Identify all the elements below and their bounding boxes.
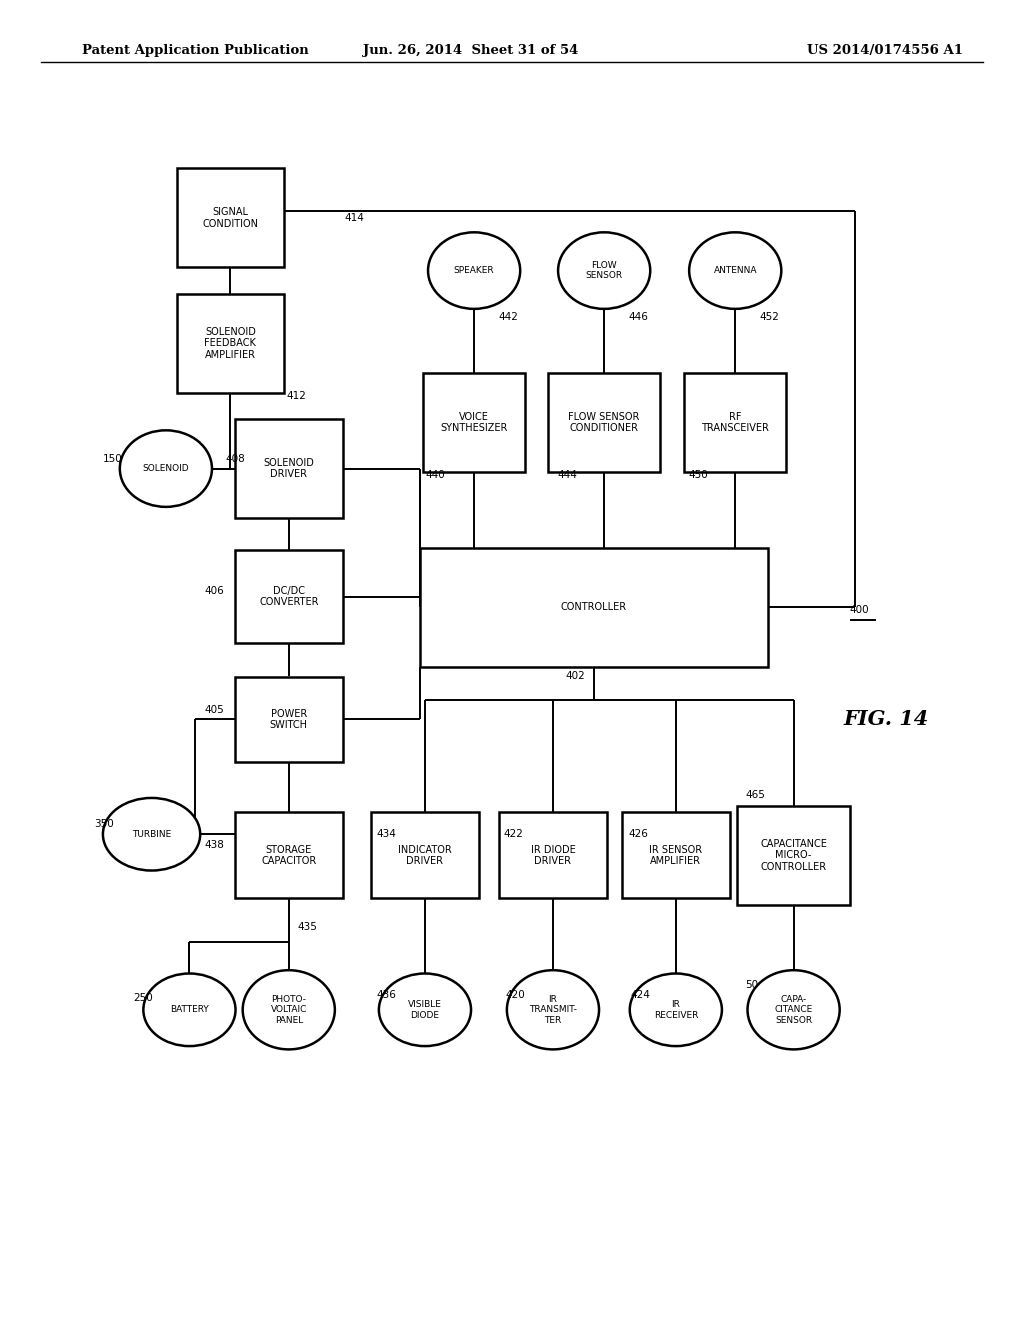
Text: SOLENOID
DRIVER: SOLENOID DRIVER [263,458,314,479]
Text: 402: 402 [565,671,585,681]
Text: PHOTO-
VOLTAIC
PANEL: PHOTO- VOLTAIC PANEL [270,995,307,1024]
Text: SOLENOID
FEEDBACK
AMPLIFIER: SOLENOID FEEDBACK AMPLIFIER [205,326,256,360]
Text: 465: 465 [745,789,765,800]
Text: RF
TRANSCEIVER: RF TRANSCEIVER [701,412,769,433]
Text: 426: 426 [629,829,648,840]
Text: 420: 420 [506,990,525,1001]
FancyBboxPatch shape [234,550,342,643]
Text: IR
RECEIVER: IR RECEIVER [653,1001,698,1019]
Text: 444: 444 [557,470,577,480]
Text: SOLENOID: SOLENOID [142,465,189,473]
Text: CAPACITANCE
MICRO-
CONTROLLER: CAPACITANCE MICRO- CONTROLLER [760,838,827,873]
Ellipse shape [379,974,471,1045]
Text: 414: 414 [344,213,364,223]
Ellipse shape [243,970,335,1049]
Text: IR DIODE
DRIVER: IR DIODE DRIVER [530,845,575,866]
Text: DC/DC
CONVERTER: DC/DC CONVERTER [259,586,318,607]
Text: 408: 408 [225,454,245,465]
Text: CONTROLLER: CONTROLLER [561,602,627,612]
Text: 452: 452 [760,312,779,322]
Text: 450: 450 [688,470,708,480]
Text: IR
TRANSMIT-
TER: IR TRANSMIT- TER [529,995,577,1024]
Ellipse shape [428,232,520,309]
Text: BATTERY: BATTERY [170,1006,209,1014]
Text: 438: 438 [205,840,224,850]
FancyBboxPatch shape [548,372,660,471]
Ellipse shape [120,430,212,507]
Text: Patent Application Publication: Patent Application Publication [82,44,308,57]
FancyBboxPatch shape [234,676,342,763]
Ellipse shape [102,797,201,871]
Text: 400: 400 [850,605,869,615]
Text: FIG. 14: FIG. 14 [843,709,929,730]
Text: 350: 350 [94,818,114,829]
FancyBboxPatch shape [500,812,606,898]
Text: 446: 446 [629,312,648,322]
Text: POWER
SWITCH: POWER SWITCH [269,709,308,730]
Text: 250: 250 [133,993,153,1003]
FancyBboxPatch shape [234,420,342,517]
FancyBboxPatch shape [423,372,525,471]
Ellipse shape [143,974,236,1045]
Text: 424: 424 [631,990,650,1001]
Ellipse shape [689,232,781,309]
FancyBboxPatch shape [234,812,342,898]
Text: US 2014/0174556 A1: US 2014/0174556 A1 [807,44,963,57]
Ellipse shape [630,974,722,1045]
Text: STORAGE
CAPACITOR: STORAGE CAPACITOR [261,845,316,866]
Text: 150: 150 [102,454,122,465]
Text: ANTENNA: ANTENNA [714,267,757,275]
Text: VOICE
SYNTHESIZER: VOICE SYNTHESIZER [440,412,508,433]
Text: VISIBLE
DIODE: VISIBLE DIODE [408,1001,442,1019]
Text: 405: 405 [205,705,224,715]
Text: 440: 440 [425,470,444,480]
FancyBboxPatch shape [684,372,786,471]
Ellipse shape [748,970,840,1049]
Text: 422: 422 [504,829,523,840]
Text: 406: 406 [205,586,224,597]
Text: 434: 434 [377,829,396,840]
Text: TURBINE: TURBINE [132,830,171,838]
Text: 435: 435 [297,921,316,932]
FancyBboxPatch shape [623,812,729,898]
Text: 412: 412 [287,391,306,401]
Text: 50: 50 [745,979,759,990]
Text: Jun. 26, 2014  Sheet 31 of 54: Jun. 26, 2014 Sheet 31 of 54 [364,44,579,57]
FancyBboxPatch shape [737,805,850,906]
Text: SIGNAL
CONDITION: SIGNAL CONDITION [203,207,258,228]
Text: SPEAKER: SPEAKER [454,267,495,275]
Text: FLOW SENSOR
CONDITIONER: FLOW SENSOR CONDITIONER [568,412,640,433]
Text: 442: 442 [499,312,518,322]
Text: CAPA-
CITANCE
SENSOR: CAPA- CITANCE SENSOR [774,995,813,1024]
FancyBboxPatch shape [420,548,768,667]
Text: INDICATOR
DRIVER: INDICATOR DRIVER [398,845,452,866]
FancyBboxPatch shape [177,294,285,393]
Text: FLOW
SENSOR: FLOW SENSOR [586,261,623,280]
Text: 436: 436 [377,990,396,1001]
Text: IR SENSOR
AMPLIFIER: IR SENSOR AMPLIFIER [649,845,702,866]
Ellipse shape [558,232,650,309]
Ellipse shape [507,970,599,1049]
FancyBboxPatch shape [371,812,478,898]
FancyBboxPatch shape [177,169,285,267]
